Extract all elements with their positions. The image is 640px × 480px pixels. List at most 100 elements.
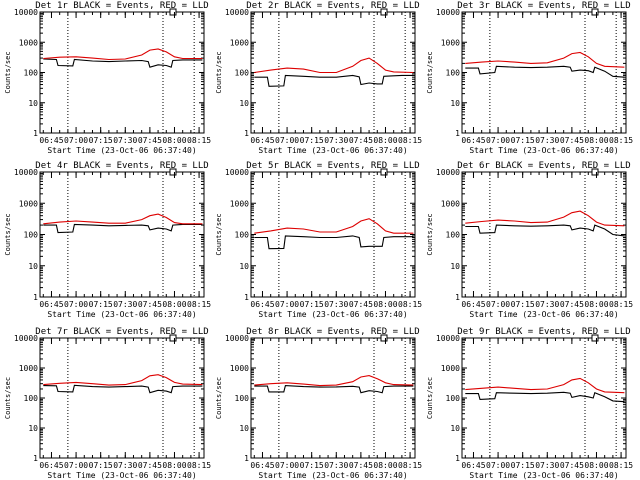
plot-frame <box>39 11 205 134</box>
y-tick-label: 10 <box>450 99 460 108</box>
x-tick-label: 07:15 <box>300 136 324 145</box>
x-tick-label: 07:45 <box>138 136 162 145</box>
panel-3: Det 3r BLACK = Events, RED = LLD 1 10 100 10… <box>426 1 633 155</box>
panel-2: Det 2r BLACK = Events, RED = LLD 1 10 100 10… <box>215 1 422 155</box>
marker-box <box>169 334 177 342</box>
y-tick-label: 10000 <box>225 168 249 177</box>
y-tick-label: 1 <box>455 293 460 302</box>
x-tick-label: 07:15 <box>300 461 324 470</box>
x-tick-label: 06:45 <box>461 461 485 470</box>
x-tick-label: 07:00 <box>486 136 510 145</box>
y-tick-label: 10000 <box>14 8 38 17</box>
x-tick-label: 07:00 <box>64 136 88 145</box>
x-tick-label: 07:45 <box>138 300 162 309</box>
y-tick-label: 1 <box>244 129 249 138</box>
marker-box <box>380 168 388 176</box>
y-axis-label: Counts/sec <box>426 377 434 419</box>
y-tick-label: 1000 <box>441 364 460 373</box>
chart-title: Det 5r BLACK = Events, RED = LLD <box>246 161 419 171</box>
y-tick-label: 100 <box>24 69 39 78</box>
y-tick-label: 10 <box>239 424 249 433</box>
x-axis-label: Start Time (23-Oct-06 06:37:40) <box>47 146 196 155</box>
x-tick-label: 06:45 <box>39 136 63 145</box>
x-tick-label: 08:15 <box>187 461 211 470</box>
x-tick-label: 06:45 <box>39 300 63 309</box>
y-tick-label: 10000 <box>225 334 249 343</box>
chart-title: Det 2r BLACK = Events, RED = LLD <box>246 1 419 11</box>
marker-box <box>591 168 599 176</box>
series-events-line <box>254 385 414 394</box>
y-tick-label: 100 <box>235 394 250 403</box>
x-tick-label: 07:15 <box>511 461 535 470</box>
x-axis-label: Start Time (23-Oct-06 06:37:40) <box>258 471 407 480</box>
y-tick-label: 10000 <box>436 8 460 17</box>
marker-box <box>380 8 388 16</box>
x-tick-label: 07:45 <box>138 461 162 470</box>
panel-4: Det 4r BLACK = Events, RED = LLD 1 10 100 10… <box>4 161 211 319</box>
y-tick-label: 1 <box>33 454 38 463</box>
plot-frame <box>461 171 627 298</box>
series-lld-line <box>43 48 203 61</box>
y-tick-label: 10000 <box>436 168 460 177</box>
x-axis-label: Start Time (23-Oct-06 06:37:40) <box>469 471 618 480</box>
x-tick-label: 07:45 <box>560 300 584 309</box>
y-tick-label: 100 <box>24 231 39 240</box>
x-tick-label: 08:15 <box>609 300 633 309</box>
y-tick-label: 1 <box>455 129 460 138</box>
series-events-line <box>43 384 203 394</box>
x-tick-label: 07:30 <box>535 136 559 145</box>
x-axis-label: Start Time (23-Oct-06 06:37:40) <box>469 146 618 155</box>
y-tick-label: 1 <box>244 293 249 302</box>
y-tick-label: 10 <box>28 99 38 108</box>
y-tick-label: 1 <box>244 454 249 463</box>
x-tick-label: 07:45 <box>349 136 373 145</box>
chart-title: Det 8r BLACK = Events, RED = LLD <box>246 327 419 337</box>
series-lld-line <box>465 377 625 394</box>
x-tick-label: 07:15 <box>511 300 535 309</box>
x-tick-label: 07:45 <box>349 300 373 309</box>
x-tick-label: 08:15 <box>398 300 422 309</box>
y-tick-label: 1 <box>455 454 460 463</box>
series-lld-line <box>254 57 414 74</box>
x-tick-label: 07:00 <box>64 300 88 309</box>
series-events-line <box>465 65 625 78</box>
y-tick-label: 100 <box>446 231 461 240</box>
series-events-line <box>43 58 203 68</box>
chart-title: Det 3r BLACK = Events, RED = LLD <box>457 1 630 11</box>
series-lld-line <box>254 375 414 387</box>
series-events-line <box>43 223 203 234</box>
x-tick-label: 08:00 <box>373 461 397 470</box>
y-axis-label: Counts/sec <box>4 377 12 419</box>
y-axis-label: Counts/sec <box>4 51 12 93</box>
x-tick-label: 08:00 <box>584 136 608 145</box>
x-axis-label: Start Time (23-Oct-06 06:37:40) <box>258 146 407 155</box>
x-tick-label: 08:00 <box>373 136 397 145</box>
panel-5: Det 5r BLACK = Events, RED = LLD 1 10 100 10… <box>215 161 422 319</box>
x-tick-label: 07:00 <box>486 461 510 470</box>
x-tick-label: 07:45 <box>560 136 584 145</box>
x-tick-label: 07:30 <box>113 136 137 145</box>
plot-frame <box>461 337 627 459</box>
x-tick-label: 07:30 <box>113 300 137 309</box>
x-tick-label: 08:00 <box>162 136 186 145</box>
series-events-line <box>465 224 625 237</box>
x-tick-label: 08:15 <box>609 461 633 470</box>
series-lld-line <box>465 51 625 68</box>
x-tick-label: 06:45 <box>461 136 485 145</box>
series-events-line <box>465 391 625 403</box>
y-tick-label: 100 <box>446 69 461 78</box>
x-tick-label: 08:00 <box>584 461 608 470</box>
panel-8: Det 8r BLACK = Events, RED = LLD 1 10 100 10… <box>215 327 422 480</box>
series-lld-line <box>43 374 203 386</box>
y-tick-label: 10 <box>450 262 460 271</box>
marker-box <box>591 8 599 16</box>
x-tick-label: 07:15 <box>300 300 324 309</box>
chart-title: Det 6r BLACK = Events, RED = LLD <box>457 161 630 171</box>
plot-frame <box>250 337 416 459</box>
x-tick-label: 07:00 <box>275 461 299 470</box>
panel-7: Det 7r BLACK = Events, RED = LLD 1 10 100 10… <box>4 327 211 480</box>
y-axis-label: Counts/sec <box>426 213 434 255</box>
y-tick-label: 100 <box>446 394 461 403</box>
x-tick-label: 07:30 <box>113 461 137 470</box>
